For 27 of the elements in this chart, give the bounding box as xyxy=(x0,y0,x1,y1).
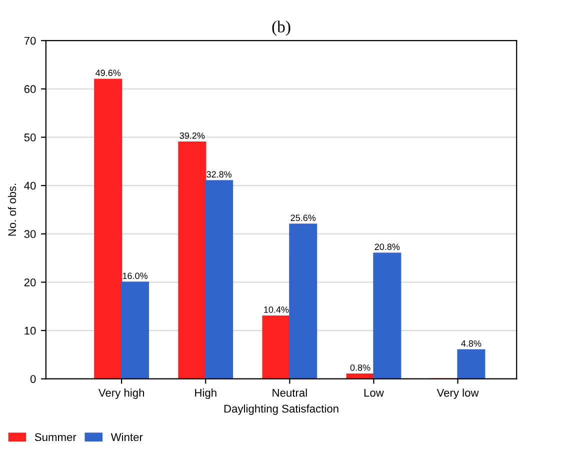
y-tick-label: 40 xyxy=(24,182,36,190)
x-tick-label: Very low xyxy=(436,388,479,399)
x-tick-label: High xyxy=(195,388,216,399)
y-tick-label: 60 xyxy=(24,85,36,94)
y-tick-label: 10 xyxy=(24,326,36,335)
y-tick-label: 70 xyxy=(24,36,36,45)
y-tick-label: 20 xyxy=(24,278,36,286)
y-axis-title: No. of obs. xyxy=(8,184,16,236)
legend-label: Summer xyxy=(34,433,76,442)
annotation: 32.8% xyxy=(206,171,232,178)
x-tick-label: Neutral xyxy=(272,388,307,397)
chart-title: (b) xyxy=(272,20,290,36)
annotation: 16.0% xyxy=(122,272,148,280)
annotation: 49.6% xyxy=(96,70,121,76)
annotation: 4.8% xyxy=(461,340,482,347)
x-tick-label: Low xyxy=(364,388,384,397)
x-tick-label: Very high xyxy=(98,388,144,399)
y-tick-label: 0 xyxy=(30,375,36,383)
y-tick-label: 50 xyxy=(24,134,36,142)
annotation: 0.8% xyxy=(350,364,370,371)
annotation: 25.6% xyxy=(290,214,316,222)
legend-label: Winter xyxy=(110,432,143,442)
annotation: 39.2% xyxy=(180,132,205,139)
x-axis-title: Daylighting Satisfaction xyxy=(224,404,338,415)
y-tick-label: 30 xyxy=(24,230,36,238)
annotation: 20.8% xyxy=(374,244,400,250)
annotation: 10.4% xyxy=(264,306,289,313)
